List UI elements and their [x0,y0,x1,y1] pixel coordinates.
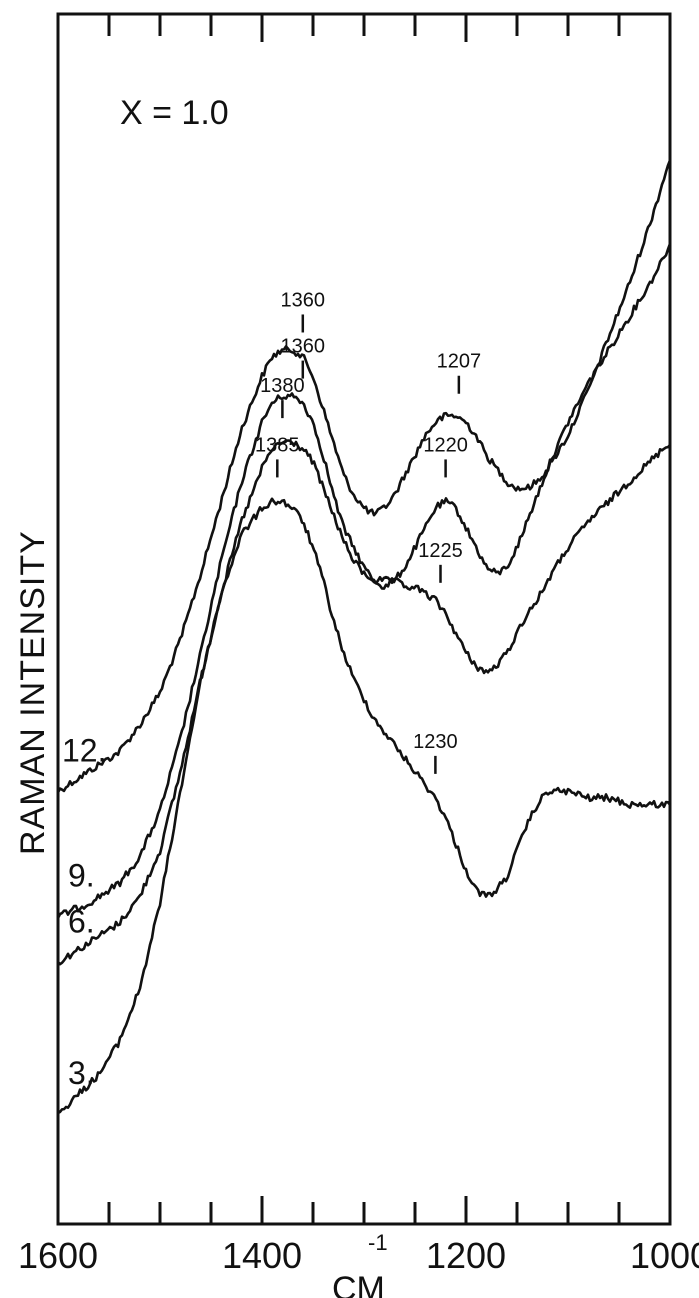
peak-label: 1380 [260,375,305,397]
x-tick-label: 1400 [222,1235,302,1276]
condition-label: X = 1.0 [120,94,229,132]
trace-labels: 12. 9. 6. 3. [62,732,106,1091]
peak-label: 1385 [255,434,300,456]
trace-label: 12. [62,732,106,768]
peak-annotations: 1360 1207 1360 1220 1380 1225 1385 1230 [255,289,482,774]
axis-ticks [56,14,672,1224]
spectrum-traces [56,159,672,1115]
spectrum-line-3 [57,497,672,1115]
x-tick-labels: 1600 1400 1200 1000 [18,1235,699,1276]
trace-label: 3. [68,1055,95,1091]
y-axis-label: RAMAN INTENSITY [14,530,52,855]
x-tick-label: 1200 [426,1235,506,1276]
trace-label: 6. [68,904,95,940]
spectrum-line-12 [56,159,672,794]
trace-label: 9. [68,857,95,893]
peak-label: 1230 [413,731,458,753]
x-axis-unit: CM [332,1270,385,1298]
plot-frame [56,12,672,1226]
peak-label: 1220 [423,434,468,456]
peak-label: 1207 [437,351,482,373]
x-tick-label: 1600 [18,1235,98,1276]
spectrum-line-9 [56,243,672,919]
peak-label: 1360 [281,336,326,358]
peak-label: 1360 [281,289,326,311]
spectrum-line-6 [57,439,671,966]
x-axis-unit-exponent: -1 [368,1230,388,1255]
peak-label: 1225 [418,540,463,562]
x-tick-label: 1000 [630,1235,699,1276]
